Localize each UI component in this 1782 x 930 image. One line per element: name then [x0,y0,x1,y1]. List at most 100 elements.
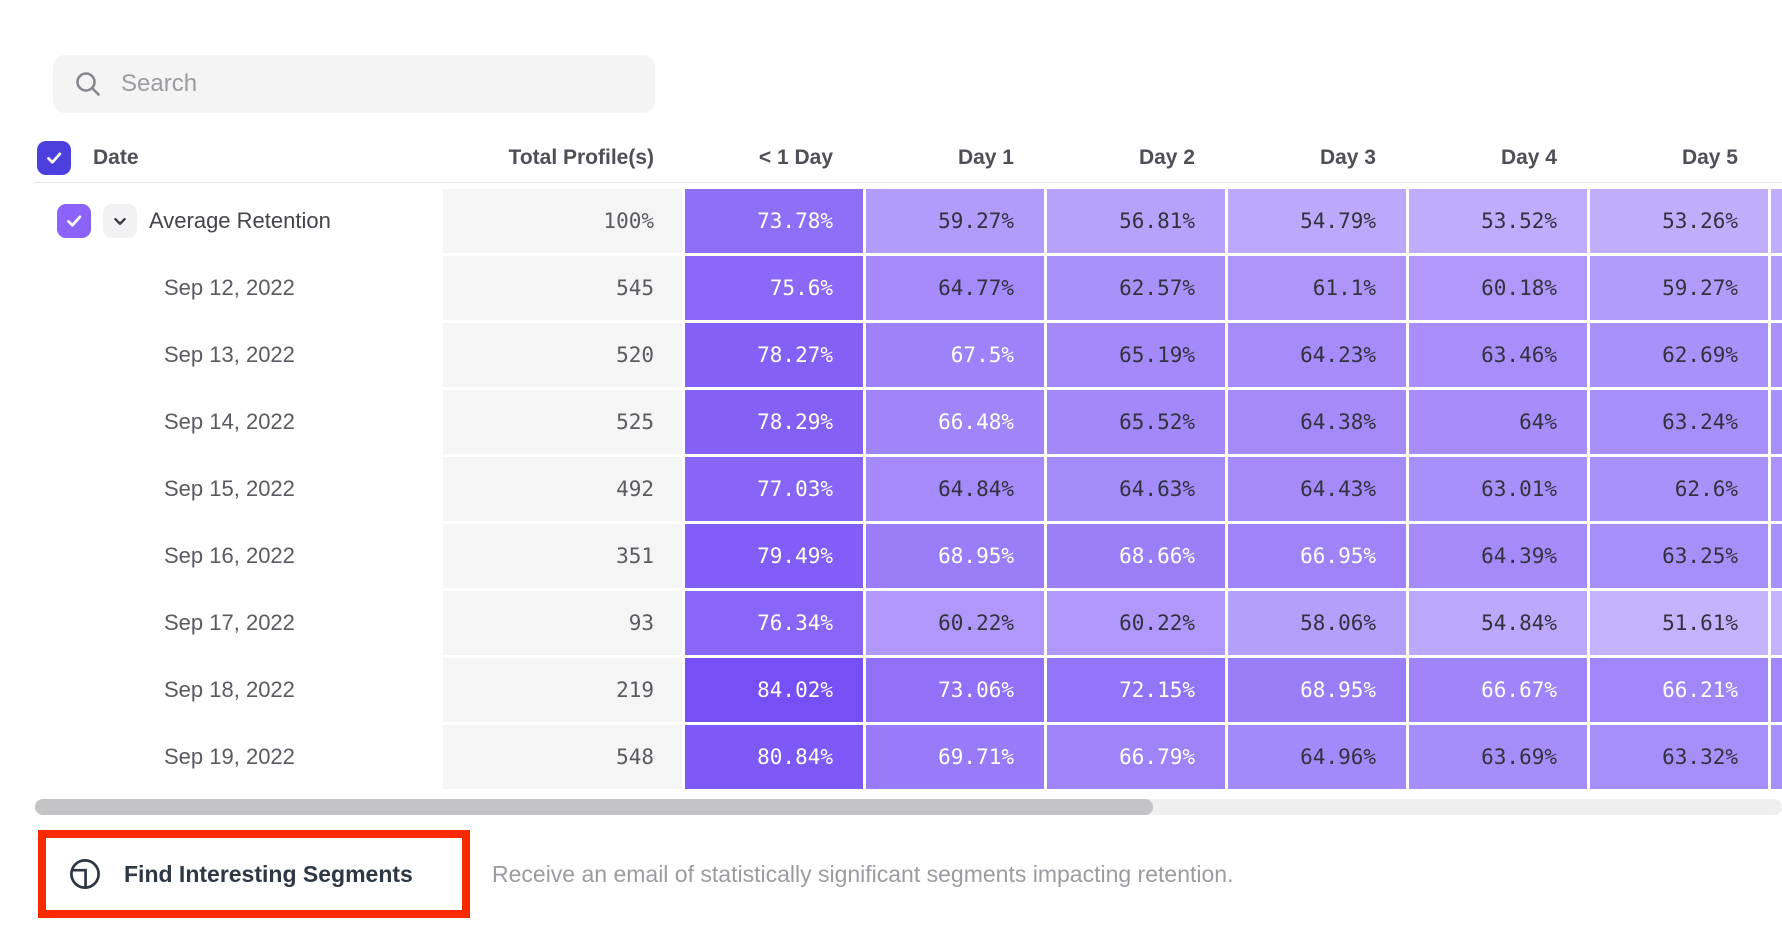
retention-value-cell[interactable]: 60.22% [1047,591,1225,655]
retention-value-cell[interactable]: 78.29% [685,390,863,454]
retention-value-cell[interactable]: 62.69% [1590,323,1768,387]
search-bar[interactable] [53,55,655,113]
retention-value-cell[interactable]: 64.43% [1228,457,1406,521]
retention-value-cell[interactable]: 53.52% [1409,189,1587,253]
retention-value-cell[interactable]: 64.38% [1228,390,1406,454]
retention-value-cell[interactable]: 69.71% [866,725,1044,789]
retention-value-cell[interactable]: 54.79% [1228,189,1406,253]
day-column-header: Day 3 [1319,145,1376,169]
retention-value-cell[interactable]: 68.95% [866,524,1044,588]
retention-table-body: Average Retention 100% 73.78% 59.27% 56.81% 5… [35,189,1782,789]
retention-value-cell[interactable]: 72.15% [1047,658,1225,722]
retention-value-cell[interactable]: 63.24% [1590,390,1768,454]
horizontal-scrollbar-track [35,799,1782,815]
find-interesting-segments-button[interactable]: Find Interesting Segments [68,857,413,891]
next-column-sliver [1771,658,1782,722]
retention-value-cell[interactable]: 75.6% [685,256,863,320]
retention-value-cell[interactable]: 60.22% [866,591,1044,655]
retention-value-cell[interactable]: 67.5% [866,323,1044,387]
find-interesting-segments-label: Find Interesting Segments [124,860,413,887]
retention-value-cell[interactable]: 68.95% [1228,658,1406,722]
total-profiles-cell: 492 [443,457,682,521]
retention-value-cell[interactable]: 73.06% [866,658,1044,722]
retention-value-cell[interactable]: 84.02% [685,658,863,722]
next-column-sliver [1771,189,1782,253]
total-profiles-cell: 351 [443,524,682,588]
total-profiles-cell: 548 [443,725,682,789]
retention-value-cell[interactable]: 64.96% [1228,725,1406,789]
retention-value-cell[interactable]: 64.63% [1047,457,1225,521]
total-profiles-cell: 545 [443,256,682,320]
retention-value-cell[interactable]: 66.67% [1409,658,1587,722]
retention-value-cell[interactable]: 60.18% [1409,256,1587,320]
retention-value-cell[interactable]: 68.66% [1047,524,1225,588]
total-profiles-cell: 525 [443,390,682,454]
day-column-headers: < 1 Day Day 1 Day 2 Day 3 Day 4 Day 5 [682,146,1768,170]
total-profiles-column-header: Total Profile(s) [508,145,654,169]
next-column-sliver [1771,725,1782,789]
next-column-sliver [1771,457,1782,521]
retention-value-cell[interactable]: 63.25% [1590,524,1768,588]
row-label: Sep 14, 2022 [164,409,295,434]
retention-value-cell[interactable]: 59.27% [866,189,1044,253]
next-column-sliver [1771,591,1782,655]
date-header-cell: Date [35,140,443,175]
row-label-cell: Sep 16, 2022 [35,524,443,588]
table-row: Sep 13, 2022 520 78.27% 67.5% 65.19% 64.23% 63… [35,323,1782,387]
retention-value-cell[interactable]: 63.01% [1409,457,1587,521]
retention-value-cell[interactable]: 73.78% [685,189,863,253]
row-label: Sep 19, 2022 [164,744,295,769]
row-checkbox[interactable] [57,204,91,238]
highlight-annotation-box: Find Interesting Segments [38,830,470,918]
retention-value-cell[interactable]: 63.69% [1409,725,1587,789]
retention-value-cell[interactable]: 66.95% [1228,524,1406,588]
retention-value-cell[interactable]: 63.32% [1590,725,1768,789]
retention-value-cell[interactable]: 78.27% [685,323,863,387]
search-input[interactable] [121,70,635,98]
row-label-cell: Sep 12, 2022 [35,256,443,320]
table-row: Sep 16, 2022 351 79.49% 68.95% 68.66% 66.95% 6… [35,524,1782,588]
retention-value-cell[interactable]: 65.19% [1047,323,1225,387]
retention-value-cell[interactable]: 64% [1409,390,1587,454]
table-row: Sep 19, 2022 548 80.84% 69.71% 66.79% 64.96% 6… [35,725,1782,789]
table-header-row: Date Total Profile(s) < 1 Day Day 1 Day 2 D… [35,133,1782,183]
table-row: Sep 15, 2022 492 77.03% 64.84% 64.63% 64.43% 6… [35,457,1782,521]
next-column-sliver [1771,256,1782,320]
retention-value-cell[interactable]: 53.26% [1590,189,1768,253]
retention-value-cell[interactable]: 66.48% [866,390,1044,454]
day-column-header: < 1 Day [758,145,833,169]
retention-value-cell[interactable]: 65.52% [1047,390,1225,454]
retention-value-cell[interactable]: 62.57% [1047,256,1225,320]
row-label-cell: Sep 17, 2022 [35,591,443,655]
retention-value-cell[interactable]: 66.21% [1590,658,1768,722]
retention-value-cell[interactable]: 64.23% [1228,323,1406,387]
footer: Find Interesting Segments Receive an ema… [35,830,1782,918]
retention-value-cell[interactable]: 54.84% [1409,591,1587,655]
horizontal-scrollbar-thumb[interactable] [35,799,1154,815]
total-profiles-cell: 219 [443,658,682,722]
date-column-header: Date [93,145,139,169]
retention-value-cell[interactable]: 64.39% [1409,524,1587,588]
retention-value-cell[interactable]: 62.6% [1590,457,1768,521]
expand-chevron-button[interactable] [103,204,137,238]
next-column-sliver [1771,323,1782,387]
select-all-checkbox[interactable] [37,140,71,175]
retention-value-cell[interactable]: 51.61% [1590,591,1768,655]
row-label-cell: Sep 13, 2022 [35,323,443,387]
retention-value-cell[interactable]: 77.03% [685,457,863,521]
retention-value-cell[interactable]: 64.77% [866,256,1044,320]
retention-value-cell[interactable]: 58.06% [1228,591,1406,655]
retention-value-cell[interactable]: 59.27% [1590,256,1768,320]
footer-description: Receive an email of statistically signif… [492,860,1234,887]
next-column-sliver [1771,524,1782,588]
table-row: Average Retention 100% 73.78% 59.27% 56.81% 5… [35,189,1782,253]
row-label: Sep 15, 2022 [164,476,295,501]
retention-value-cell[interactable]: 66.79% [1047,725,1225,789]
retention-value-cell[interactable]: 79.49% [685,524,863,588]
retention-value-cell[interactable]: 61.1% [1228,256,1406,320]
retention-value-cell[interactable]: 80.84% [685,725,863,789]
retention-value-cell[interactable]: 64.84% [866,457,1044,521]
retention-value-cell[interactable]: 56.81% [1047,189,1225,253]
retention-value-cell[interactable]: 76.34% [685,591,863,655]
retention-value-cell[interactable]: 63.46% [1409,323,1587,387]
